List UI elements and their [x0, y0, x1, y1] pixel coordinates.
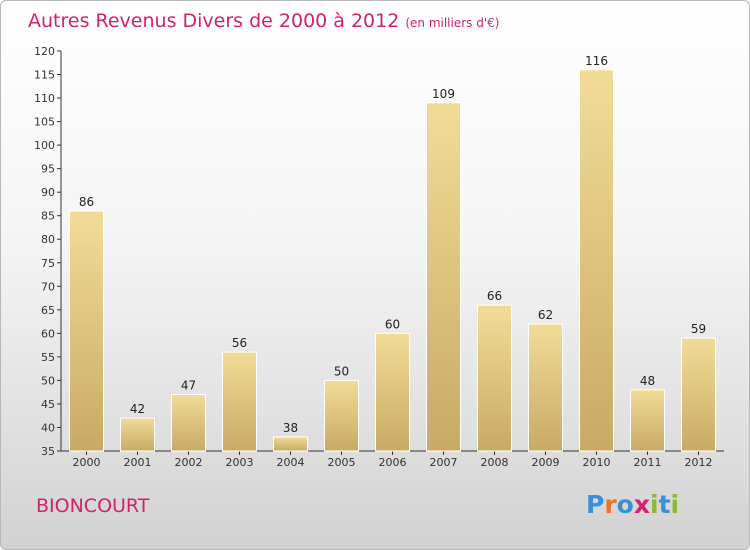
- y-tick-label: 115: [34, 69, 55, 82]
- bar-2006: [375, 332, 410, 452]
- bar-value-label: 38: [283, 421, 298, 435]
- y-tick-label: 40: [41, 421, 55, 434]
- y-tick-label: 85: [41, 210, 55, 223]
- x-tick-label: 2002: [175, 456, 203, 469]
- bar-2005: [324, 379, 359, 452]
- bar-value-label: 62: [538, 308, 553, 322]
- y-tick-label: 50: [41, 374, 55, 387]
- bar-2010: [579, 69, 614, 452]
- y-axis: 35 40 45 50 55 60 65 70 75 80 85 90 95 100 105 110 115 12…: [34, 45, 62, 458]
- y-tick-label: 90: [41, 186, 55, 199]
- proxiti-logo[interactable]: Proxiti: [586, 490, 679, 519]
- y-tick-label: 100: [34, 139, 55, 152]
- x-tick-label: 2005: [328, 456, 356, 469]
- x-tick-label: 2012: [685, 456, 713, 469]
- x-tick-label: 2001: [124, 456, 152, 469]
- logo-letter: r: [604, 490, 617, 519]
- x-tick-label: 2000: [73, 456, 101, 469]
- bar-2012: [681, 337, 716, 452]
- bar-value-label: 42: [130, 402, 145, 416]
- title-line: Autres Revenus Divers de 2000 à 2012 (en …: [28, 10, 499, 32]
- chart-title: Autres Revenus Divers de 2000 à 2012: [28, 10, 400, 32]
- logo-letter: P: [586, 490, 605, 519]
- x-tick-label: 2010: [583, 456, 611, 469]
- bar-2011: [630, 389, 665, 452]
- bar-value-label: 86: [79, 195, 94, 209]
- logo-letter: o: [616, 490, 634, 519]
- x-tick-label: 2004: [277, 456, 305, 469]
- y-tick-label: 55: [41, 351, 55, 364]
- y-tick-label: 70: [41, 280, 55, 293]
- y-tick-label: 45: [41, 398, 55, 411]
- y-tick-label: 110: [34, 92, 55, 105]
- bar-value-label: 116: [585, 54, 608, 68]
- x-tick-label: 2006: [379, 456, 407, 469]
- x-tick-label: 2009: [532, 456, 560, 469]
- bar-2001: [120, 417, 155, 452]
- bar-2000: [69, 210, 104, 452]
- bar-value-label: 59: [691, 322, 706, 336]
- bar-2003: [222, 351, 257, 452]
- x-tick-label: 2011: [634, 456, 662, 469]
- bar-value-label: 48: [640, 374, 655, 388]
- bar-2002: [171, 394, 206, 452]
- bar-value-label: 109: [432, 87, 455, 101]
- logo-letter: x: [633, 490, 650, 519]
- bar-value-label: 66: [487, 289, 502, 303]
- bar-2008: [477, 304, 512, 452]
- y-tick-label: 105: [34, 116, 55, 129]
- logo-letter: i: [650, 490, 659, 519]
- x-tick-label: 2003: [226, 456, 254, 469]
- y-tick-label: 95: [41, 163, 55, 176]
- bars: 86 42 47 56 38 50 60 109 66 62 116 48 59: [69, 54, 716, 452]
- y-tick-label: 65: [41, 304, 55, 317]
- logo-letter: t: [658, 490, 671, 519]
- x-axis: 2000 2001 2002 2003 2004 2005 2006 2007 2008 2009…: [61, 450, 724, 469]
- chart-unit: (en milliers d'€): [405, 16, 500, 30]
- bar-value-label: 50: [334, 364, 349, 378]
- bar-2009: [528, 323, 563, 452]
- bar-value-label: 47: [181, 379, 196, 393]
- bar-value-label: 60: [385, 317, 400, 331]
- y-tick-label: 75: [41, 257, 55, 270]
- x-tick-label: 2008: [481, 456, 509, 469]
- y-tick-label: 60: [41, 327, 55, 340]
- y-tick-label: 35: [41, 445, 55, 458]
- bar-2004: [273, 436, 308, 452]
- place-name: BIONCOURT: [36, 495, 150, 517]
- y-tick-label: 120: [34, 45, 55, 58]
- bar-2007: [426, 102, 461, 452]
- bar-value-label: 56: [232, 336, 247, 350]
- y-tick-label: 80: [41, 233, 55, 246]
- logo-letter: i: [670, 490, 680, 519]
- x-tick-label: 2007: [430, 456, 458, 469]
